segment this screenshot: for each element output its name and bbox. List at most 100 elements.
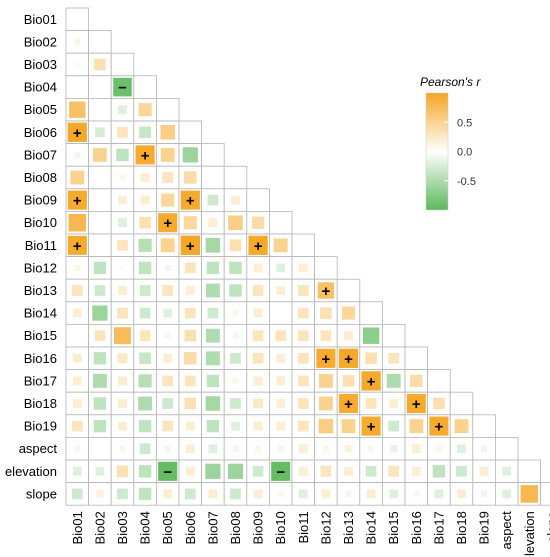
- corr-mark-Bio10-Bio03: [118, 218, 127, 228]
- col-label-Bio04: Bio04: [138, 511, 153, 544]
- corr-mark-Bio18-Bio12: [318, 396, 333, 411]
- corr-mark-Bio19-Bio08: [231, 421, 240, 431]
- corr-mark-elevation-Bio10: [271, 461, 291, 481]
- corr-mark-Bio19-Bio09: [253, 421, 263, 431]
- col-label-elevation: elevation: [522, 511, 537, 557]
- cell-Bio15-Bio01: [65, 323, 90, 348]
- significance-mark-elevation-Bio05: −: [163, 464, 172, 481]
- cell-Bio18-Bio18: [449, 391, 474, 416]
- significance-mark-Bio11-Bio09: +: [254, 238, 263, 255]
- row-label-Bio12: Bio12: [24, 260, 57, 275]
- corr-mark-Bio11-Bio04: [138, 238, 152, 252]
- heatmap-cells: − + + + + + + + + + + + + + + + + − −: [65, 7, 550, 506]
- corr-mark-Bio12-Bio02: [93, 261, 107, 275]
- corr-mark-Bio07-Bio01: [74, 151, 81, 158]
- corr-mark-Bio16-Bio09: [252, 352, 264, 364]
- col-label-Bio01: Bio01: [70, 511, 85, 544]
- corr-mark-aspect-Bio12: [322, 445, 329, 452]
- corr-mark-Bio17-Bio15: [386, 373, 401, 388]
- corr-mark-Bio19-Bio10: [276, 421, 286, 431]
- row-label-Bio03: Bio03: [24, 57, 57, 72]
- corr-mark-Bio11-Bio03: [117, 239, 128, 251]
- corr-mark-Bio10-Bio01: [68, 213, 87, 232]
- corr-mark-slope-Bio09: [253, 489, 263, 499]
- significance-mark-Bio18-Bio16: +: [412, 396, 421, 413]
- corr-mark-Bio17-Bio04: [138, 374, 152, 388]
- corr-mark-slope-Bio02: [96, 490, 104, 498]
- corr-mark-Bio07-Bio04: [135, 145, 155, 165]
- corr-mark-Bio18-Bio03: [118, 399, 127, 408]
- corr-mark-aspect-Bio15: [389, 444, 398, 453]
- corr-mark-aspect-Bio05: [164, 445, 171, 452]
- corr-mark-Bio03-Bio02: [94, 58, 106, 71]
- legend-tick-label: 0.0: [457, 147, 472, 159]
- col-label-Bio19: Bio19: [477, 511, 492, 544]
- corr-mark-aspect-Bio16: [411, 444, 421, 454]
- corr-mark-Bio16-Bio11: [297, 352, 309, 364]
- corr-mark-Bio18-Bio02: [93, 397, 107, 410]
- corr-mark-Bio14-Bio08: [232, 310, 239, 317]
- corr-mark-Bio18-Bio13: [338, 393, 359, 414]
- row-label-Bio17: Bio17: [24, 373, 57, 388]
- legend-tick-label: -0.5: [457, 176, 476, 188]
- corr-mark-elevation-Bio19: [479, 466, 489, 476]
- corr-mark-Bio10-Bio05: [158, 213, 178, 233]
- row-label-Bio09: Bio09: [24, 193, 57, 208]
- corr-mark-Bio18-Bio11: [297, 398, 309, 409]
- col-label-Bio08: Bio08: [228, 511, 243, 544]
- corr-mark-Bio12-Bio11: [298, 263, 308, 273]
- corr-mark-elevation-Bio09: [252, 465, 264, 477]
- corr-mark-Bio14-Bio04: [139, 307, 151, 319]
- significance-mark-Bio17-Bio14: +: [367, 373, 376, 390]
- row-label-Bio10: Bio10: [24, 215, 57, 230]
- significance-mark-Bio16-Bio13: +: [344, 351, 353, 368]
- corr-mark-slope-aspect: [502, 489, 512, 499]
- corr-mark-Bio16-Bio06: [184, 352, 197, 365]
- corr-mark-Bio18-Bio09: [253, 398, 263, 409]
- cell-Bio14-Bio14: [359, 301, 383, 325]
- col-label-Bio09: Bio09: [251, 511, 266, 544]
- corr-mark-Bio10-Bio06: [183, 216, 197, 230]
- corr-mark-Bio14-Bio01: [72, 308, 82, 318]
- corr-mark-Bio14-Bio12: [320, 307, 332, 319]
- cell-Bio04-Bio01: [65, 75, 90, 99]
- cell-Bio09-Bio09: [246, 188, 270, 212]
- corr-mark-Bio18-Bio07: [205, 396, 221, 411]
- corr-mark-Bio15-Bio13: [344, 331, 353, 341]
- corr-mark-Bio17-Bio06: [184, 375, 196, 387]
- col-label-Bio11: Bio11: [296, 511, 311, 543]
- corr-mark-Bio05-Bio04: [138, 103, 152, 117]
- significance-mark-elevation-Bio10: −: [276, 464, 285, 481]
- corr-mark-Bio18-Bio05: [162, 398, 174, 409]
- row-label-Bio05: Bio05: [24, 102, 57, 117]
- corr-mark-aspect-Bio08: [232, 445, 239, 452]
- corr-mark-slope-Bio18: [457, 489, 466, 499]
- corr-mark-Bio12-Bio03: [120, 265, 125, 271]
- corr-mark-slope-Bio17: [434, 489, 444, 499]
- corr-mark-Bio09-Bio08: [231, 195, 240, 205]
- significance-mark-Bio16-Bio12: +: [322, 351, 331, 368]
- significance-mark-Bio19-Bio17: +: [435, 419, 444, 436]
- cell-Bio13-Bio13: [336, 278, 361, 303]
- corr-mark-Bio15-Bio06: [184, 329, 197, 342]
- corr-mark-elevation-Bio15: [388, 465, 400, 477]
- corr-mark-Bio08-Bio06: [184, 171, 197, 184]
- corr-mark-Bio19-Bio15: [388, 420, 400, 432]
- row-labels: Bio01 Bio02 Bio03 Bio04 Bio05 Bio06 Bio07 Bio08…: [5, 12, 57, 502]
- corr-mark-aspect-Bio03: [119, 445, 126, 452]
- corr-mark-elevation-Bio12: [320, 465, 332, 477]
- cell-Bio11-Bio11: [291, 233, 316, 258]
- col-label-Bio15: Bio15: [386, 511, 401, 544]
- corr-mark-aspect-Bio06: [185, 444, 195, 454]
- corr-mark-elevation-Bio01: [72, 466, 82, 476]
- significance-mark-Bio18-Bio13: +: [344, 396, 353, 413]
- significance-mark-Bio04-Bio03: −: [118, 80, 127, 97]
- corr-mark-Bio11-Bio01: [67, 235, 87, 255]
- corr-mark-aspect-Bio07: [208, 444, 218, 454]
- row-label-Bio02: Bio02: [24, 34, 57, 49]
- legend: Pearson's r 0.5 0.0 -0.5: [420, 75, 481, 211]
- corr-mark-Bio10-Bio09: [251, 216, 265, 229]
- corr-mark-Bio05-Bio03: [118, 105, 127, 115]
- corr-mark-aspect-Bio04: [139, 443, 151, 455]
- corr-mark-Bio17-Bio16: [410, 374, 423, 388]
